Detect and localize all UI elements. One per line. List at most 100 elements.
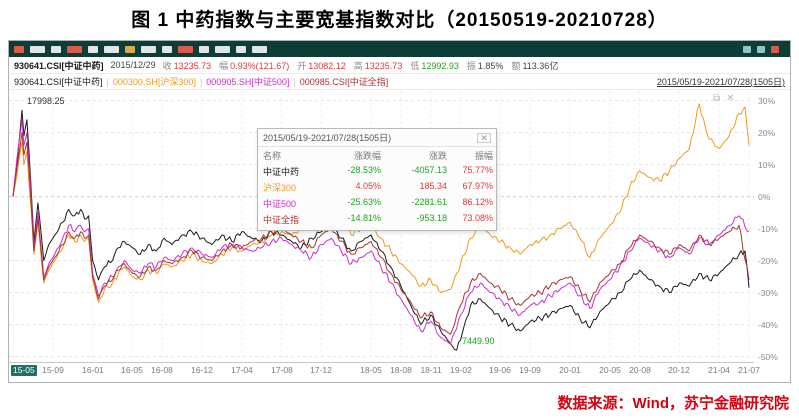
- x-axis-label: 16-12: [191, 365, 213, 375]
- y-axis-label: 10%: [758, 160, 776, 170]
- toolbar-menu-icon[interactable]: [88, 46, 98, 53]
- x-axis-label: 16-01: [82, 365, 104, 375]
- quote-fields: 收 13235.73 幅 0.93%(121.67) 开 13082.12 高 13235.7…: [163, 59, 567, 72]
- close-icon[interactable]: ✕: [726, 93, 735, 104]
- toolbar-window-icon[interactable]: [757, 46, 765, 53]
- tooltip-change: -2281.61: [411, 197, 447, 207]
- quote-field: 低 12992.93: [410, 60, 459, 71]
- x-axis-label: 17-04: [231, 365, 253, 375]
- toolbar-menu-icon[interactable]: [30, 46, 45, 53]
- toolbar-menu-icon[interactable]: [236, 46, 246, 53]
- toolbar-menu-icon[interactable]: [67, 46, 82, 53]
- quote-field: 开 13082.12: [297, 60, 346, 71]
- price-annotation: 17998.25: [27, 96, 65, 106]
- x-axis-label: 19-09: [519, 365, 541, 375]
- x-axis-label: 20-08: [629, 365, 651, 375]
- quote-field: 收 13235.73: [162, 60, 212, 71]
- tooltip-change: -4057.13: [411, 165, 447, 175]
- x-axis-label: 20-05: [599, 365, 621, 375]
- index-code: 930641.CSI[中证中药]: [14, 60, 104, 71]
- toolbar-window-icon[interactable]: [771, 46, 779, 53]
- tooltip-header: 涨跌: [428, 151, 447, 161]
- tooltip-pct-change: -28.53%: [347, 165, 381, 175]
- series-line-0[interactable]: [12, 109, 750, 351]
- y-axis-label: -50%: [758, 352, 778, 362]
- x-axis-label: 21-04: [708, 365, 730, 375]
- x-axis-label: 20-12: [668, 365, 690, 375]
- toolbar-menu-icon[interactable]: [104, 46, 119, 53]
- tooltip-row-name: 中证500: [263, 199, 297, 209]
- x-axis-label: 18-11: [420, 365, 442, 375]
- toolbar-menu-icon[interactable]: [162, 46, 172, 53]
- x-axis-label: 16-08: [151, 365, 173, 375]
- y-axis-label: 0%: [758, 192, 771, 202]
- series-line-1[interactable]: [12, 103, 750, 303]
- toolbar-window-icon[interactable]: [743, 46, 751, 53]
- legend-separator: |: [106, 77, 109, 87]
- quote-field: 幅 0.93%(121.67): [219, 60, 290, 71]
- x-axis-label: 18-08: [390, 365, 412, 375]
- toolbar-menu-icon[interactable]: [51, 46, 61, 53]
- tooltip-close-icon[interactable]: ✕: [477, 132, 491, 143]
- x-axis-label: 18-05: [360, 365, 382, 375]
- series-line-3[interactable]: [12, 132, 750, 335]
- x-axis-label: 19-06: [489, 365, 511, 375]
- legend-item[interactable]: 930641.CSI[中证中药]: [14, 77, 103, 87]
- y-axis-label: -20%: [758, 256, 778, 266]
- toolbar-menu-icon[interactable]: [14, 46, 24, 53]
- y-axis-label: -30%: [758, 288, 778, 298]
- toolbar-window-icons: [743, 40, 785, 58]
- tooltip-change: -953.18: [416, 213, 447, 223]
- x-axis-label: 16-05: [121, 365, 143, 375]
- toolbar-menu-icon[interactable]: [125, 46, 135, 53]
- tooltip-amplitude: 73.08%: [462, 213, 493, 223]
- tooltip-pct-change: 4.05%: [355, 181, 381, 191]
- legend-item[interactable]: 000300.SH[沪深300]: [112, 77, 196, 87]
- chart-window-controls: ⧉ ✕: [707, 93, 735, 104]
- chart-area[interactable]: ⧉ ✕ 2015/05/19-2021/07/28(1505日) ✕ 名称 涨跌幅涨…: [9, 90, 790, 382]
- wind-toolbar: [9, 41, 790, 57]
- x-axis-label: 15-05: [11, 365, 37, 376]
- quote-field: 额 113.36亿: [511, 60, 559, 71]
- restore-icon[interactable]: ⧉: [713, 93, 721, 104]
- y-axis-label: 20%: [758, 128, 776, 138]
- x-axis-label: 15-09: [42, 365, 64, 375]
- y-axis-label: 30%: [758, 96, 776, 106]
- legend-items: 930641.CSI[中证中药] | 000300.SH[沪深300] | 000905…: [14, 75, 392, 88]
- series-line-2[interactable]: [12, 119, 750, 345]
- x-axis-label: 17-12: [310, 365, 332, 375]
- tooltip-row-name: 沪深300: [263, 183, 297, 193]
- tooltip-amplitude: 75.77%: [462, 165, 493, 175]
- tooltip-title: 2015/05/19-2021/07/28(1505日): [263, 133, 392, 143]
- date-range-link[interactable]: 2015/05/19-2021/07/28(1505日): [656, 77, 785, 87]
- legend-bar: 930641.CSI[中证中药] | 000300.SH[沪深300] | 000905…: [9, 74, 790, 90]
- tooltip-header: 名称: [263, 151, 282, 161]
- toolbar-menu-icons: [14, 40, 273, 58]
- price-annotation: 7449.90: [462, 336, 495, 346]
- legend-separator: |: [199, 77, 203, 87]
- quote-field: 振 1.85%: [466, 60, 504, 71]
- tooltip-header: 振幅: [474, 151, 493, 161]
- x-axis-label: 17-08: [271, 365, 293, 375]
- tooltip-row-name: 中证中药: [263, 167, 300, 177]
- y-axis-label: -10%: [758, 224, 778, 234]
- x-axis-label: 21-07: [738, 365, 760, 375]
- x-axis-label: 20-01: [559, 365, 581, 375]
- figure-title: 图 1 中药指数与主要宽基指数对比（20150519-20210728）: [131, 10, 668, 31]
- quote-info-bar: 930641.CSI[中证中药] 2015/12/29 收 13235.73 幅 0.…: [9, 57, 790, 74]
- tooltip-amplitude: 67.97%: [462, 181, 493, 191]
- data-source-note: 数据来源：Wind，苏宁金融研究院: [557, 395, 789, 412]
- toolbar-menu-icon[interactable]: [178, 46, 193, 53]
- toolbar-menu-icon[interactable]: [199, 46, 209, 53]
- toolbar-menu-icon[interactable]: [252, 46, 267, 53]
- toolbar-menu-icon[interactable]: [215, 46, 230, 53]
- tooltip-pct-change: -14.81%: [347, 213, 381, 223]
- interval-stats-tooltip: 2015/05/19-2021/07/28(1505日) ✕ 名称 涨跌幅 涨跌 振幅…: [257, 128, 497, 231]
- x-axis-label: 19-02: [450, 365, 472, 375]
- tooltip-table: 名称 涨跌幅 涨跌 振幅 中证中药 -28.53% -4057.13 75.77% 沪深300 4…: [258, 147, 496, 230]
- toolbar-menu-icon[interactable]: [141, 46, 156, 53]
- legend-item[interactable]: 000985.CSI[中证全指]: [299, 77, 389, 87]
- quote-date: 2015/12/29: [110, 60, 156, 70]
- tooltip-row-name: 中证全指: [263, 215, 300, 225]
- legend-item[interactable]: 000905.SH[中证500]: [206, 77, 290, 87]
